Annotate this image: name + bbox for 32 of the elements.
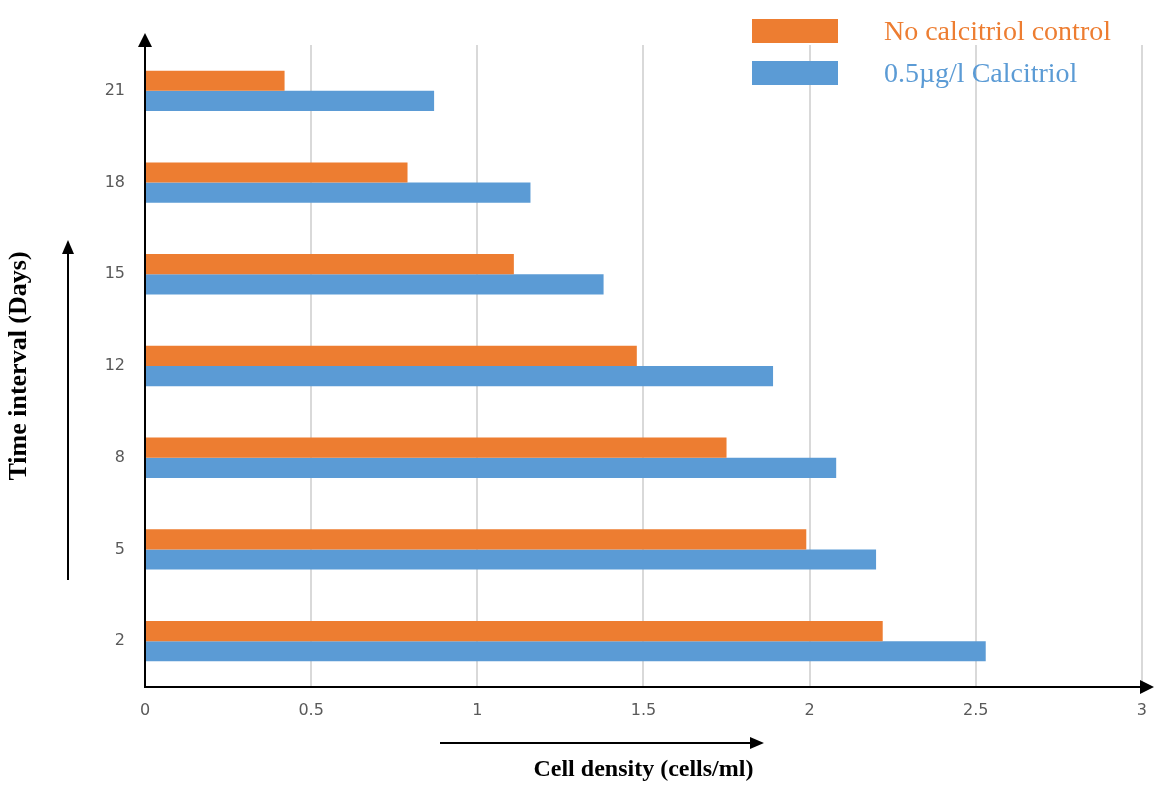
bar: [146, 641, 986, 662]
y-tick-label: 2: [114, 630, 125, 650]
legend-label: 0.5µg/l Calcitriol: [883, 57, 1078, 89]
bar: [146, 182, 531, 203]
x-tick-label: 0: [139, 699, 151, 719]
x-tick-label: 2.5: [963, 699, 989, 719]
bar: [146, 620, 883, 642]
y-tick-label: 18: [104, 171, 125, 191]
bar: [146, 345, 637, 366]
x-tick-label: 3: [1136, 699, 1147, 719]
legend-label: No calcitriol control: [883, 15, 1111, 47]
bar: [146, 549, 877, 570]
y-tick-label: 15: [104, 263, 125, 283]
bar: [146, 437, 727, 458]
x-tick-label: 1.5: [630, 699, 657, 719]
x-tick-label: 2: [804, 699, 815, 719]
bar: [146, 90, 435, 112]
x-tick-label: 0.5: [298, 699, 324, 719]
bar: [146, 274, 604, 295]
x-tick-label: 1: [472, 699, 483, 719]
bar: [146, 254, 514, 275]
y-tick-label: 12: [104, 355, 125, 375]
bar: [146, 529, 807, 550]
bar: [146, 70, 285, 91]
y-tick-label: 8: [114, 446, 125, 466]
y-tick-label: 5: [114, 538, 125, 558]
bar: [146, 457, 837, 478]
y-axis-title: Time interval (Days): [3, 251, 33, 481]
bar: [146, 162, 408, 183]
bar: [146, 366, 774, 387]
y-tick-label: 21: [104, 80, 125, 100]
x-axis-title: Cell density (cells/ml): [533, 754, 754, 781]
